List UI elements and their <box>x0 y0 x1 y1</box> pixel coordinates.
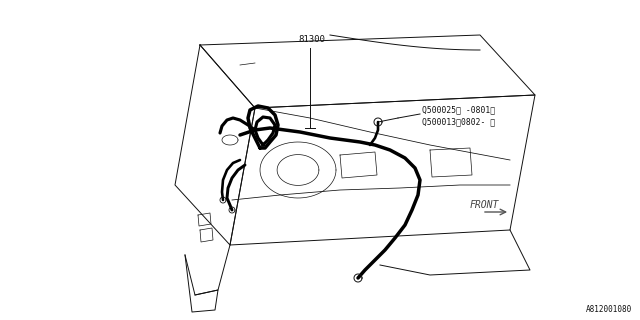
Text: 81300: 81300 <box>299 35 325 44</box>
Text: A812001080: A812001080 <box>586 305 632 314</box>
Text: FRONT: FRONT <box>470 200 499 210</box>
Text: Q500013（0802- ）: Q500013（0802- ） <box>422 117 495 126</box>
Text: Q500025（ -0801）: Q500025（ -0801） <box>422 106 495 115</box>
